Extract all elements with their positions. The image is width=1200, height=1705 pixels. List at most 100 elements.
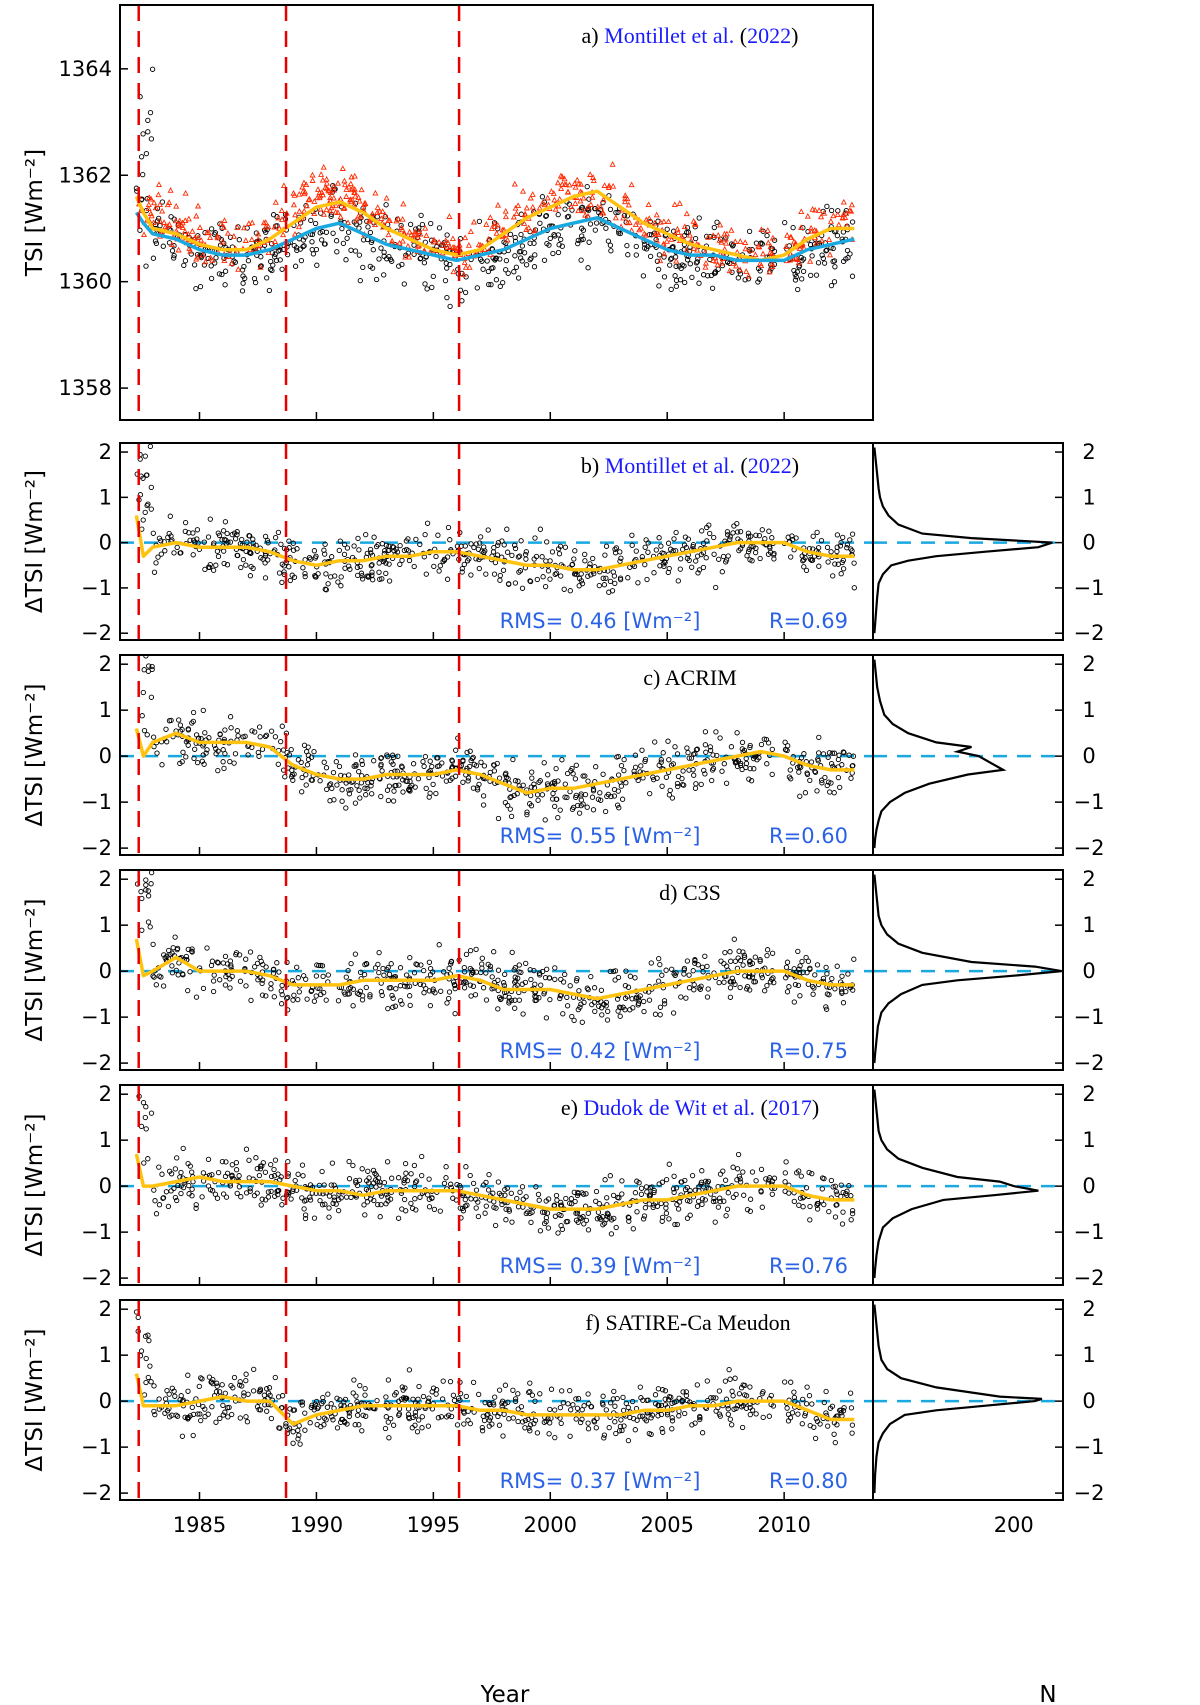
data-point-circle (378, 763, 384, 769)
data-point-circle (694, 1382, 700, 1388)
data-point-circle (547, 1420, 553, 1426)
data-point-circle (803, 954, 809, 961)
data-point-circle (221, 765, 227, 772)
data-point-circle (180, 1145, 186, 1152)
data-point-circle (377, 1214, 383, 1220)
data-point-triangle (755, 242, 762, 249)
data-point-circle (849, 1422, 856, 1428)
data-point-circle (441, 1180, 448, 1187)
data-point-triangle (529, 191, 536, 197)
data-point-circle (693, 781, 699, 787)
data-point-triangle (159, 207, 166, 214)
hist-y-tick-label: 1 (1082, 1343, 1095, 1367)
data-point-circle (318, 1423, 324, 1430)
data-point-circle (147, 109, 154, 116)
data-point-circle (642, 561, 648, 568)
data-point-circle (486, 1171, 492, 1178)
data-point-circle (727, 1376, 733, 1382)
data-point-circle (497, 577, 503, 583)
data-point-triangle (356, 197, 363, 204)
panel-title-part[interactable]: 2022 (748, 453, 792, 478)
data-point-triangle (265, 249, 272, 256)
trend-line (134, 515, 855, 572)
data-point-circle (388, 1415, 394, 1422)
data-point-triangle (339, 165, 346, 171)
data-point-circle (799, 958, 805, 965)
data-point-circle (849, 219, 856, 225)
data-point-circle (720, 553, 727, 560)
data-point-circle (367, 229, 374, 236)
data-point-circle (366, 1175, 372, 1181)
data-point-circle (174, 544, 180, 551)
data-point-circle (515, 975, 521, 981)
data-point-circle (663, 1201, 669, 1207)
data-point-circle (752, 954, 758, 960)
data-point-circle (757, 555, 763, 562)
data-point-circle (365, 574, 371, 580)
y-tick-label: −2 (81, 836, 112, 860)
data-point-circle (573, 762, 579, 768)
data-point-circle (323, 997, 329, 1003)
data-point-circle (473, 969, 480, 975)
data-point-circle (598, 987, 605, 993)
data-point-circle (263, 993, 269, 999)
data-point-circle (142, 1114, 148, 1121)
data-point-triangle (559, 173, 566, 180)
data-point-circle (346, 772, 352, 778)
data-point-circle (582, 551, 588, 558)
plot-frame (119, 654, 874, 856)
data-point-circle (674, 780, 681, 787)
data-point-circle (318, 991, 324, 998)
data-point-circle (252, 729, 258, 735)
data-point-circle (497, 256, 503, 262)
data-point-circle (686, 985, 693, 991)
panel-title-part[interactable]: 2022 (747, 23, 791, 48)
panel-title-part[interactable]: Montillet et al. (605, 453, 735, 478)
data-point-circle (719, 569, 725, 575)
data-point-circle (338, 574, 344, 580)
blue-mean-line (134, 211, 855, 263)
data-point-circle (521, 250, 528, 256)
data-point-circle (757, 958, 763, 964)
data-point-circle (437, 563, 443, 569)
data-point-circle (654, 1203, 661, 1209)
data-point-circle (743, 1405, 750, 1411)
data-point-circle (812, 769, 819, 775)
data-point-triangle (663, 238, 670, 244)
data-point-circle (601, 582, 608, 588)
data-point-triangle (742, 239, 749, 245)
hist-y-tick-label: 2 (1082, 652, 1095, 676)
data-point-circle (464, 558, 471, 564)
data-point-circle (705, 986, 711, 992)
data-point-triangle (714, 261, 721, 268)
data-point-circle (647, 790, 653, 797)
data-point-circle (319, 1202, 326, 1208)
data-point-circle (346, 1176, 353, 1182)
data-point-circle (215, 553, 222, 560)
panel-title-part[interactable]: Montillet et al. (604, 23, 734, 48)
data-point-circle (542, 974, 549, 981)
data-point-circle (383, 570, 389, 577)
data-point-circle (205, 255, 211, 262)
data-point-circle (574, 1405, 581, 1411)
data-point-circle (148, 484, 154, 491)
data-point-circle (253, 1155, 259, 1161)
data-point-circle (203, 750, 209, 756)
data-point-circle (330, 230, 336, 236)
data-point-circle (468, 993, 474, 999)
data-point-triangle (515, 202, 522, 209)
data-point-circle (254, 1190, 260, 1196)
data-point-circle (444, 1000, 450, 1006)
data-point-circle (430, 781, 436, 788)
data-point-circle (461, 561, 467, 568)
data-point-circle (440, 1378, 446, 1384)
data-point-circle (578, 791, 584, 797)
data-point-triangle (344, 219, 352, 226)
panel-title-part[interactable]: Dudok de Wit et al. (583, 1095, 755, 1120)
panel-title-part[interactable]: 2017 (768, 1095, 812, 1120)
data-point-circle (271, 994, 277, 1000)
data-point-circle (311, 998, 318, 1004)
data-point-circle (368, 239, 375, 246)
data-point-circle (663, 1205, 669, 1211)
data-point-circle (420, 1393, 427, 1400)
